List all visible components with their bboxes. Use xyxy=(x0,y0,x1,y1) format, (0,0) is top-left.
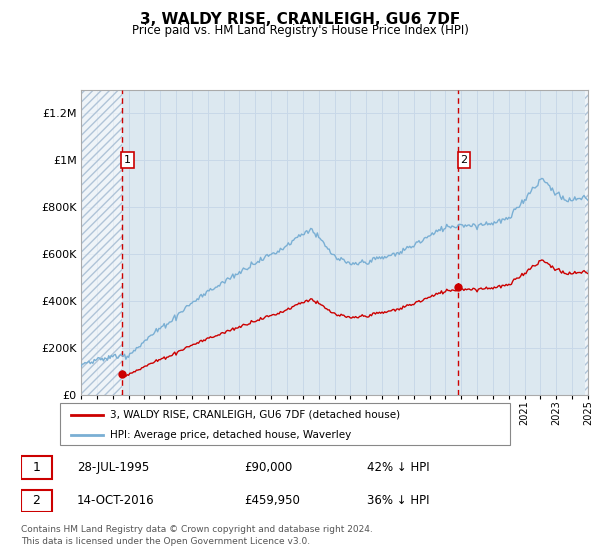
Text: 28-JUL-1995: 28-JUL-1995 xyxy=(77,461,149,474)
Text: 14-OCT-2016: 14-OCT-2016 xyxy=(77,494,154,507)
FancyBboxPatch shape xyxy=(60,403,510,445)
Text: 1: 1 xyxy=(124,155,131,165)
FancyBboxPatch shape xyxy=(21,456,52,479)
Text: 42% ↓ HPI: 42% ↓ HPI xyxy=(367,461,430,474)
Text: 1: 1 xyxy=(32,461,40,474)
Text: £90,000: £90,000 xyxy=(244,461,292,474)
Text: Contains HM Land Registry data © Crown copyright and database right 2024.
This d: Contains HM Land Registry data © Crown c… xyxy=(21,525,373,546)
Text: 3, WALDY RISE, CRANLEIGH, GU6 7DF: 3, WALDY RISE, CRANLEIGH, GU6 7DF xyxy=(140,12,460,27)
Text: Price paid vs. HM Land Registry's House Price Index (HPI): Price paid vs. HM Land Registry's House … xyxy=(131,24,469,37)
FancyBboxPatch shape xyxy=(21,489,52,512)
Text: £459,950: £459,950 xyxy=(244,494,300,507)
Text: 2: 2 xyxy=(460,155,467,165)
Text: HPI: Average price, detached house, Waverley: HPI: Average price, detached house, Wave… xyxy=(110,430,351,440)
Text: 2: 2 xyxy=(32,494,40,507)
Bar xyxy=(586,90,588,395)
Bar xyxy=(81,90,122,395)
Bar xyxy=(81,90,122,395)
Text: 36% ↓ HPI: 36% ↓ HPI xyxy=(367,494,430,507)
Text: 3, WALDY RISE, CRANLEIGH, GU6 7DF (detached house): 3, WALDY RISE, CRANLEIGH, GU6 7DF (detac… xyxy=(110,410,400,420)
Bar xyxy=(586,90,588,395)
